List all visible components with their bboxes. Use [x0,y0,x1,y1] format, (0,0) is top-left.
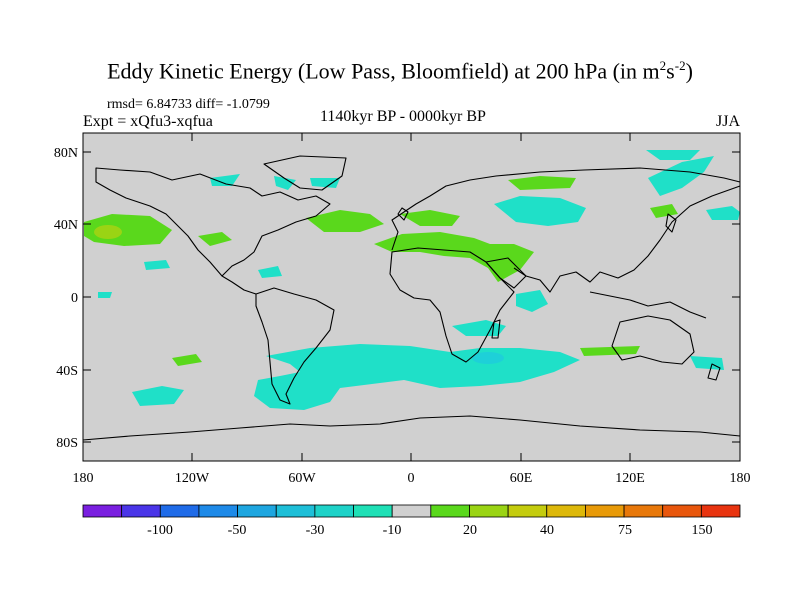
lat-tick-label: 0 [71,291,78,306]
colorbar-label: -30 [306,523,325,538]
coastlines [82,155,741,441]
anomaly-patch-europe [400,210,460,226]
coast-australia [611,315,695,365]
lat-tick-label: 40S [56,364,78,379]
lon-tick-label: 0 [408,471,415,486]
colorbar-label: 40 [540,523,554,538]
lat-tick-label: 80N [54,146,78,161]
colorbar-swatch [585,504,625,518]
anomaly-patch-siberia [508,176,576,190]
colorbar-swatch [82,504,123,518]
anomaly-patch-north-pacific [210,174,240,186]
colorbar-swatch [159,504,200,518]
colorbar-swatch [275,504,316,518]
latitude-axis: 80N 40N 0 40S 80S [54,146,78,451]
chart-title: Eddy Kinetic Energy (Low Pass, Bloomfiel… [107,58,693,84]
coast-madagascar [491,319,501,339]
anomaly-fields [84,150,740,410]
anomaly-core-pacific [94,225,122,239]
colorbar-label: -10 [383,523,402,538]
period-label: 1140kyr BP - 0000kyr BP [320,108,486,125]
anomaly-patch-central-pacific [144,260,170,270]
colorbar-swatch [546,504,586,518]
anomaly-patch-south-pacific-west [172,354,202,366]
anomaly-patch-south-pacific [132,386,184,406]
colorbar-swatch [430,504,470,518]
anomaly-patch-caribbean [258,266,282,278]
colorbar-labels: -100 -50 -30 -10 20 40 75 150 [147,523,712,538]
anomaly-patch-arctic [646,150,700,160]
anomaly-patch-north-atlantic [306,210,384,232]
coast-antarctica [82,415,741,441]
coast-greenland [263,155,347,191]
colorbar-label: 20 [463,523,477,538]
coast-arabia [485,257,527,289]
anomaly-patch-japan [650,204,678,218]
anomaly-patch-atlantic-north [310,178,340,188]
lon-tick-label: 120W [175,471,210,486]
colorbar-swatch [507,504,548,518]
anomaly-patch-tropical-pacific [98,292,112,298]
lon-tick-label: 120E [615,471,645,486]
coast-new-zealand [707,363,721,381]
lat-tick-label: 80S [56,436,78,451]
coast-south-america [255,287,335,405]
coast-africa [389,247,515,363]
tick-marks [82,133,741,461]
coast-europe [391,167,741,251]
colorbar-swatch [121,504,161,518]
anomaly-patch-north-america [274,176,296,190]
lon-tick-label: 180 [73,471,94,486]
anomaly-patch-mediterranean [374,232,534,282]
anomaly-patch-central-asia [494,196,586,226]
season-label: JJA [716,113,741,130]
colorbar-swatch [314,504,354,518]
longitude-axis: 180 120W 60W 0 60E 120E 180 [73,471,751,486]
coast-uk [397,207,409,221]
lon-tick-label: 180 [730,471,751,486]
experiment-label: Expt = xQfu3-xqfua [83,113,213,130]
colorbar-swatch [391,504,432,518]
colorbar-swatch [198,504,238,518]
anomaly-core-south-atlantic [472,352,504,364]
coast-japan [665,213,677,233]
anomaly-patch-arabian-sea [516,290,548,312]
colorbar-swatch [469,504,509,518]
anomaly-patch-canada [198,232,232,246]
colorbar-label: -50 [228,523,247,538]
coast-north-america [95,167,331,277]
anomaly-patch-east-pacific [706,206,740,220]
map-panel [82,132,741,462]
coast-indonesia [589,291,707,319]
colorbar [82,504,741,518]
coast-east-asia [513,185,741,293]
coast-central-america [221,275,257,295]
colorbar-label: 150 [692,523,713,538]
colorbar-label: 75 [618,523,632,538]
colorbar-swatch [700,504,741,518]
lat-tick-label: 40N [54,218,78,233]
colorbar-swatch [353,504,393,518]
colorbar-swatch [623,504,664,518]
stats-label: rmsd= 6.84733 diff= -1.0799 [107,97,270,112]
colorbar-swatch [662,504,702,518]
anomaly-patch-tasman [690,356,724,370]
anomaly-patch-australia-south [580,346,640,356]
lon-tick-label: 60E [510,471,533,486]
colorbar-swatch [237,504,277,518]
lon-tick-label: 60W [288,471,316,486]
colorbar-label: -100 [147,523,173,538]
anomaly-patch-east-asia-north [648,156,714,196]
